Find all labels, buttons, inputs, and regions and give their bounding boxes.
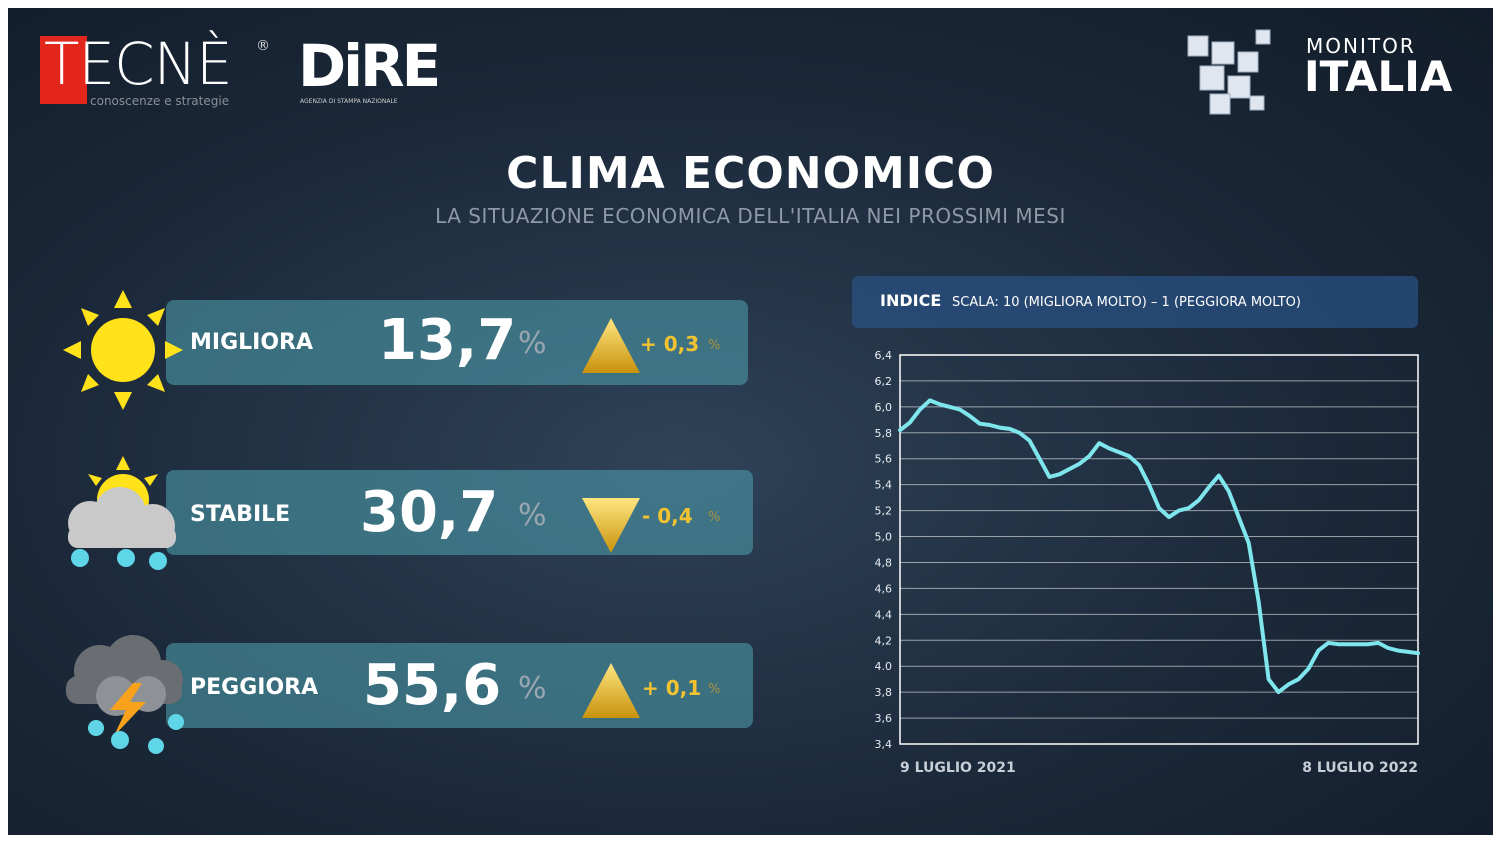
x-tick-label: 8 LUGLIO 2022 [1302, 760, 1418, 776]
panel-unit: % [518, 671, 547, 706]
logo-dire-tagline: AGENZIA DI STAMPA NAZIONALE [300, 98, 398, 105]
logo-dire: DiRE [298, 32, 438, 100]
logo-italia: ITALIA [1304, 52, 1452, 101]
y-tick-label: 4,2 [875, 634, 893, 647]
panel-change: + 0,3 [640, 332, 699, 356]
panel-change-unit: % [708, 338, 720, 353]
infographic: TECNÈ ® conoscenze e strategie DiRE AGEN… [8, 8, 1493, 835]
y-tick-label: 5,4 [875, 479, 893, 492]
y-tick-label: 3,4 [875, 738, 893, 751]
line [900, 400, 1418, 692]
panel-unit: % [518, 326, 547, 361]
logo-mark: ® [256, 38, 270, 54]
subtitle: LA SITUAZIONE ECONOMICA DELL'ITALIA NEI … [8, 204, 1493, 228]
y-tick-label: 5,0 [875, 531, 893, 544]
panel-label: STABILE [190, 502, 290, 527]
y-tick-label: 5,2 [875, 505, 893, 518]
y-tick-label: 5,8 [875, 427, 893, 440]
y-tick-label: 4.0 [875, 660, 893, 673]
logo-tagline: conoscenze e strategie [90, 94, 229, 108]
y-tick-label: 6,2 [875, 375, 893, 388]
y-tick-label: 5,6 [875, 453, 893, 466]
y-tick-label: 3,6 [875, 712, 893, 725]
storm-icon [66, 635, 184, 754]
panel-unit: % [518, 498, 547, 533]
panel-change-unit: % [708, 682, 720, 697]
panel-change: - 0,4 [642, 504, 693, 528]
panel-change: + 0,1 [642, 676, 701, 700]
y-tick-label: 6,4 [875, 349, 893, 362]
logo-tecne: TECNÈ [44, 30, 232, 98]
chart: INDICE SCALA: 10 (MIGLIORA MOLTO) – 1 (P… [840, 270, 1440, 780]
cloud-sun-icon [68, 456, 176, 570]
panel-label: PEGGIORA [190, 675, 318, 700]
chart-subtitle: SCALA: 10 (MIGLIORA MOLTO) – 1 (PEGGIORA… [952, 295, 1301, 310]
panel-value: 55,6 [363, 653, 501, 718]
y-tick-label: 6,0 [875, 401, 893, 414]
chart-title: INDICE [880, 291, 941, 310]
y-tick-label: 4,6 [875, 582, 893, 595]
panel-label: MIGLIORA [190, 330, 313, 355]
y-tick-label: 4,4 [875, 608, 893, 621]
panel-change-unit: % [708, 510, 720, 525]
logo-cubes [1180, 22, 1280, 122]
y-tick-label: 3,8 [875, 686, 893, 699]
title: CLIMA ECONOMICO [8, 148, 1493, 199]
arrow-down [582, 498, 640, 553]
arrow-up [582, 663, 640, 718]
plot-frame [900, 355, 1418, 744]
arrow-up [582, 318, 640, 373]
y-tick-label: 4,8 [875, 556, 893, 569]
panel-value: 30,7 [360, 480, 498, 545]
x-tick-label: 9 LUGLIO 2021 [900, 760, 1016, 776]
panel-value: 13,7 [378, 308, 516, 373]
sun-icon [63, 290, 183, 410]
